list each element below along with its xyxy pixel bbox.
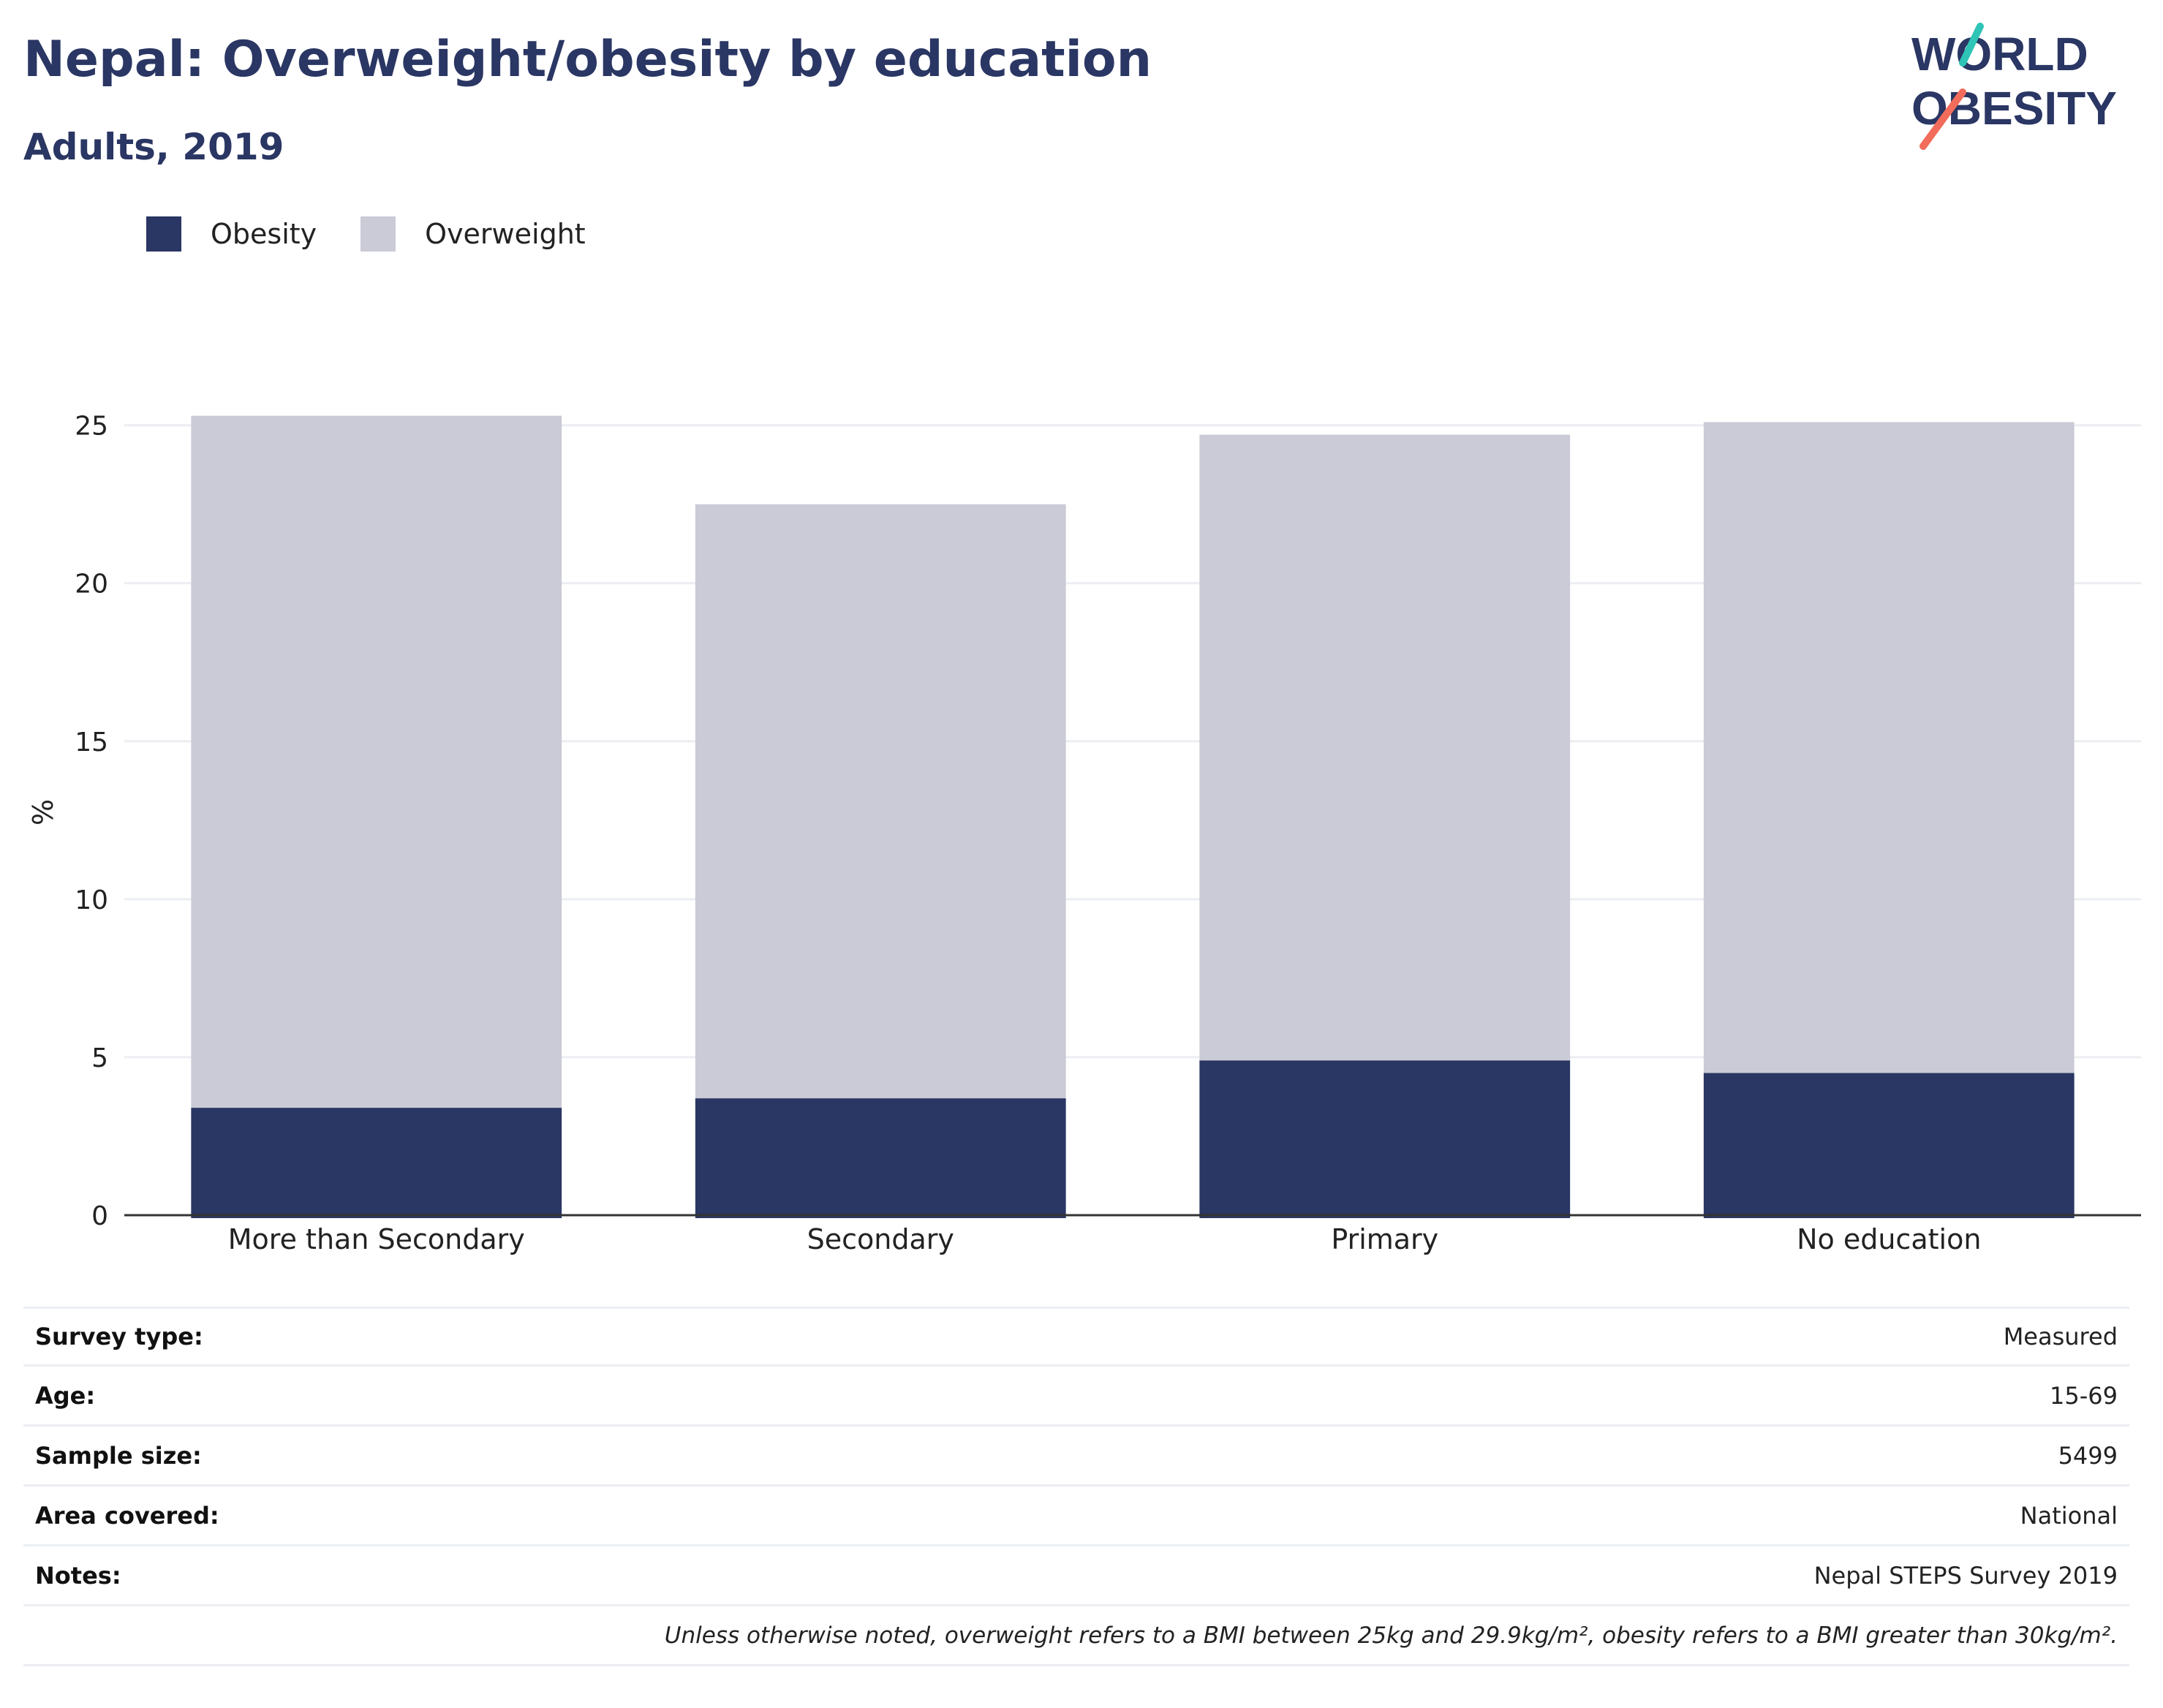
stacked-bar-chart: 0 5 10 15 20 25% More than Secondary Secondary P… bbox=[27, 412, 2141, 1255]
bar-overweight-secondary bbox=[695, 504, 1066, 1099]
bar-obesity-no-education bbox=[1703, 1073, 2075, 1218]
y-tick-label: 10 bbox=[75, 885, 108, 915]
survey-metadata-table: Survey type: Measured Age: 15-69 Sample … bbox=[23, 1307, 2129, 1666]
meta-value: National bbox=[2020, 1501, 2118, 1530]
y-tick-label: 15 bbox=[75, 728, 108, 757]
chart-subtitle: Adults, 2019 bbox=[23, 126, 284, 168]
footnote-text: Unless otherwise noted, overweight refer… bbox=[664, 1622, 2118, 1649]
meta-row-survey-type: Survey type: Measured bbox=[23, 1307, 2129, 1367]
chart-legend: Obesity Overweight bbox=[146, 216, 630, 252]
y-axis-label: % bbox=[27, 799, 59, 825]
meta-row-notes: Notes: Nepal STEPS Survey 2019 bbox=[23, 1546, 2129, 1606]
meta-value: 15-69 bbox=[2050, 1381, 2118, 1410]
bar-overweight-no-education bbox=[1703, 422, 2075, 1073]
meta-label: Survey type: bbox=[35, 1323, 203, 1350]
legend-swatch-overweight bbox=[360, 216, 396, 252]
legend-label-overweight: Overweight bbox=[425, 218, 586, 250]
y-tick-label: 20 bbox=[75, 570, 108, 600]
bar-obesity-primary bbox=[1199, 1060, 1571, 1218]
bar-overweight-primary bbox=[1199, 434, 1571, 1061]
x-tick-label: Primary bbox=[1331, 1223, 1438, 1255]
meta-label: Age: bbox=[35, 1381, 96, 1410]
bar-obesity-more-than-secondary bbox=[191, 1108, 562, 1218]
meta-value: Measured bbox=[2003, 1323, 2118, 1350]
y-tick-label: 25 bbox=[75, 412, 108, 442]
bar-overweight-more-than-secondary bbox=[191, 415, 562, 1108]
meta-label: Notes: bbox=[35, 1561, 121, 1590]
logo-slash-coral bbox=[1919, 88, 1966, 150]
y-tick-label: 0 bbox=[91, 1201, 108, 1231]
bmi-footnote: Unless otherwise noted, overweight refer… bbox=[23, 1606, 2129, 1666]
world-obesity-logo: WORLD OBESITY bbox=[1911, 23, 2117, 150]
legend-item-obesity[interactable]: Obesity bbox=[146, 216, 317, 252]
bar-obesity-secondary bbox=[695, 1098, 1066, 1218]
x-tick-label: No education bbox=[1797, 1223, 1981, 1255]
meta-label: Area covered: bbox=[35, 1501, 219, 1530]
meta-row-age: Age: 15-69 bbox=[23, 1367, 2129, 1427]
logo-line-2: OBESITY bbox=[1911, 82, 2117, 135]
legend-item-overweight[interactable]: Overweight bbox=[360, 216, 586, 252]
y-tick-label: 5 bbox=[91, 1043, 108, 1073]
logo-slash-teal bbox=[1959, 23, 1984, 67]
legend-swatch-obesity bbox=[146, 216, 181, 252]
meta-value: 5499 bbox=[2058, 1441, 2118, 1470]
meta-row-sample-size: Sample size: 5499 bbox=[23, 1427, 2129, 1486]
chart-title: Nepal: Overweight/obesity by education bbox=[23, 31, 1152, 88]
meta-row-area-covered: Area covered: National bbox=[23, 1486, 2129, 1546]
logo-line-1: WORLD bbox=[1911, 28, 2088, 80]
legend-label-obesity: Obesity bbox=[211, 218, 317, 250]
meta-label: Sample size: bbox=[35, 1441, 202, 1470]
x-tick-label: More than Secondary bbox=[228, 1223, 525, 1255]
meta-value: Nepal STEPS Survey 2019 bbox=[1813, 1561, 2118, 1590]
x-tick-label: Secondary bbox=[807, 1223, 954, 1255]
